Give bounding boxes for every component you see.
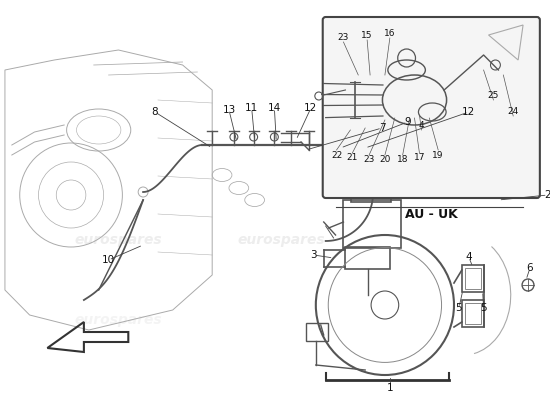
Text: 25: 25 bbox=[488, 90, 499, 100]
Bar bbox=[351, 182, 391, 202]
Text: 6: 6 bbox=[527, 263, 534, 273]
Text: eurospares: eurospares bbox=[75, 313, 162, 327]
Bar bbox=[358, 176, 385, 185]
FancyBboxPatch shape bbox=[323, 17, 540, 198]
Text: 16: 16 bbox=[384, 28, 395, 38]
Text: 20: 20 bbox=[379, 156, 390, 164]
Text: 1: 1 bbox=[387, 383, 393, 393]
Text: 7: 7 bbox=[378, 123, 385, 133]
Text: 12: 12 bbox=[304, 103, 317, 113]
Bar bbox=[306, 323, 328, 341]
Bar bbox=[462, 265, 483, 292]
Text: 4: 4 bbox=[465, 252, 472, 262]
Text: 24: 24 bbox=[508, 108, 519, 116]
Text: 9: 9 bbox=[404, 117, 411, 127]
Text: 17: 17 bbox=[414, 154, 425, 162]
Text: 12: 12 bbox=[462, 107, 475, 117]
Text: 23: 23 bbox=[364, 156, 375, 164]
Bar bbox=[465, 303, 481, 324]
Text: 8: 8 bbox=[152, 107, 158, 117]
Text: 5: 5 bbox=[480, 303, 487, 313]
Text: 15: 15 bbox=[361, 30, 373, 40]
Text: 10: 10 bbox=[102, 255, 115, 265]
Text: 22: 22 bbox=[331, 150, 342, 160]
Text: 18: 18 bbox=[397, 156, 409, 164]
Text: 5: 5 bbox=[455, 303, 462, 313]
Text: 3: 3 bbox=[311, 250, 317, 260]
Text: 14: 14 bbox=[268, 103, 281, 113]
Text: 23: 23 bbox=[338, 34, 349, 42]
Text: eurospares: eurospares bbox=[75, 233, 162, 247]
Bar bbox=[465, 268, 481, 289]
Text: eurospares: eurospares bbox=[238, 233, 325, 247]
Bar bbox=[343, 200, 401, 248]
Text: 21: 21 bbox=[346, 154, 358, 162]
Text: 19: 19 bbox=[432, 150, 444, 160]
Text: 11: 11 bbox=[245, 103, 258, 113]
Text: AU - UK: AU - UK bbox=[405, 208, 458, 221]
Text: 2: 2 bbox=[544, 190, 550, 200]
Text: 4: 4 bbox=[419, 120, 424, 130]
Bar bbox=[345, 247, 390, 269]
Text: 13: 13 bbox=[222, 105, 235, 115]
Bar bbox=[462, 300, 483, 327]
